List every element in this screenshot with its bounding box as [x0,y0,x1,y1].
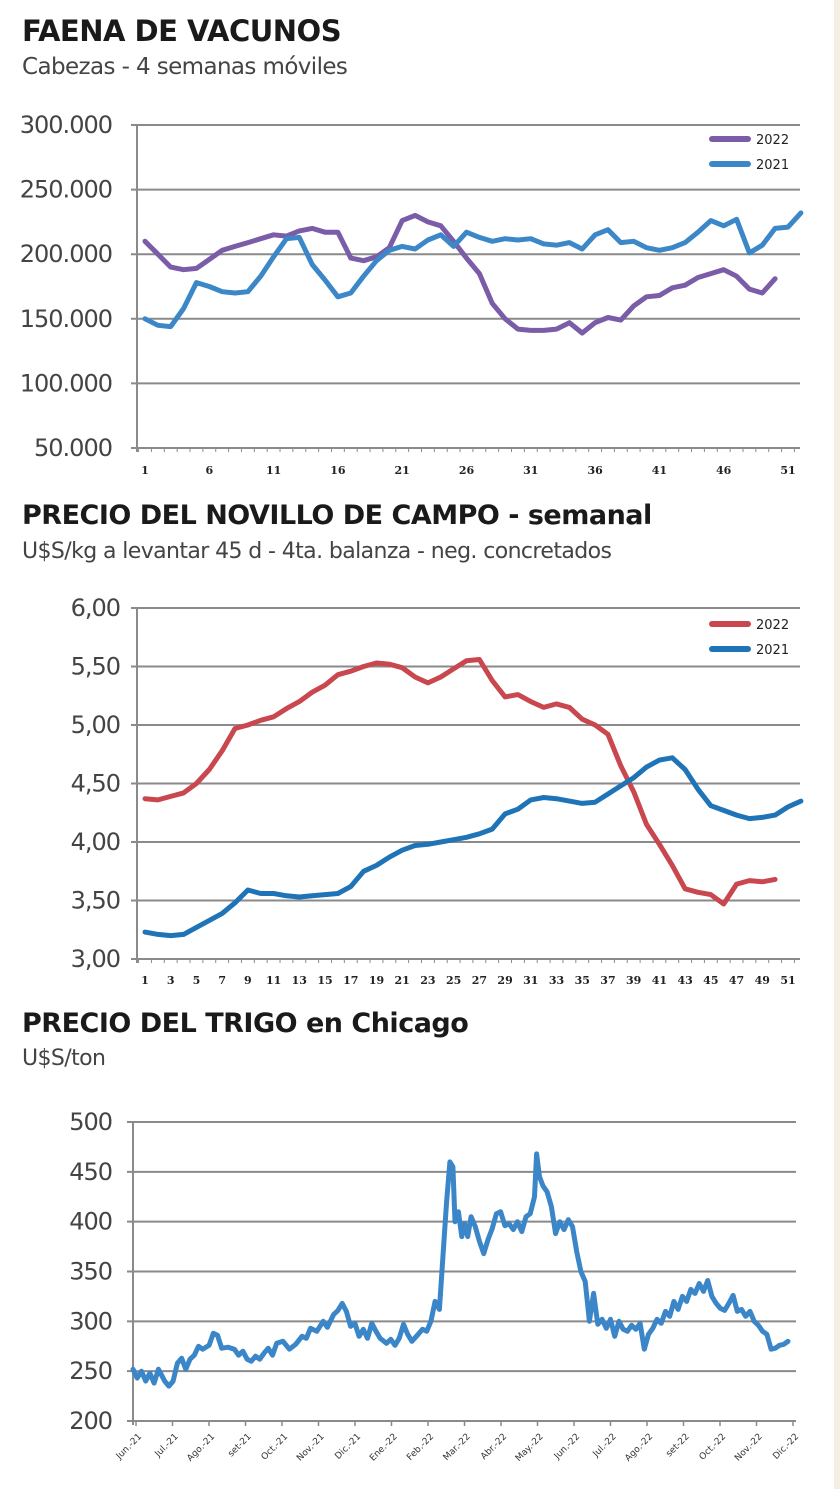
x-tick-label: 41 [652,464,667,477]
y-tick-label: 250.000 [20,176,112,204]
x-tick-label: Ago.-22 [623,1432,655,1464]
x-tick-label: Abr.-22 [479,1432,509,1462]
y-tick-label: 4,50 [71,770,120,798]
y-tick-label: 300.000 [20,111,112,139]
x-tick-label: 31 [523,974,538,987]
x-tick-label: 31 [523,464,538,477]
chart2-svg: 6,005,505,004,504,003,503,001 3 5 7 9 11 13 15 1… [71,594,804,987]
chart3-subtitle: U$S/ton [22,1046,106,1071]
y-tick-label: 350 [69,1258,112,1286]
y-tick-label: 400 [69,1208,112,1236]
y-tick-label: 100.000 [20,369,112,397]
x-tick-label: 1 [141,464,149,477]
legend-label-2022: 2022 [756,618,789,633]
x-tick-label: 13 [292,974,307,987]
series-line-2022 [142,657,778,907]
chart2-subtitle: U$S/kg a levantar 45 d - 4ta. balanza - … [22,539,612,564]
x-tick-label: 7 [218,974,226,987]
y-tick-label: 300 [69,1307,112,1335]
x-tick-label: Jun.-21 [114,1432,144,1462]
x-tick-label: 17 [343,974,358,987]
x-tick-label: 39 [626,974,641,987]
x-tick-label: 51 [780,464,795,477]
x-tick-label: 49 [755,974,770,987]
series-line-2021 [142,755,804,939]
x-tick-label: Jul.-21 [153,1432,181,1460]
series-line-trigo [130,1151,791,1389]
right-edge-strip [834,0,840,1489]
x-tick-label: 11 [266,974,281,987]
y-tick-label: 5,50 [71,653,120,681]
y-tick-label: 500 [69,1108,112,1136]
x-tick-label: 27 [472,974,487,987]
x-tick-label: 1 [141,974,149,987]
x-tick-label: 9 [244,974,252,987]
x-tick-label: set-22 [664,1432,691,1459]
y-tick-label: 450 [69,1158,112,1186]
x-tick-label: Dic.-21 [333,1432,363,1462]
x-tick-label: 5 [193,974,201,987]
chart3-title: PRECIO DEL TRIGO en Chicago [22,1008,469,1039]
x-tick-label: 25 [446,974,461,987]
chart1-subtitle: Cabezas - 4 semanas móviles [22,54,348,80]
x-tick-label: 3 [167,974,175,987]
x-tick-label: 37 [600,974,615,987]
series-line-2021 [142,210,804,330]
x-tick-label: Oct.-21 [260,1432,290,1462]
y-tick-label: 250 [69,1357,112,1385]
y-tick-label: 4,00 [71,828,120,856]
x-tick-label: 23 [420,974,435,987]
x-tick-label: 6 [205,464,213,477]
legend-label-2022: 2022 [756,133,789,148]
x-tick-label: 46 [716,464,732,477]
series-line-2022 [142,212,778,336]
x-tick-label: 36 [587,464,603,477]
x-tick-label: set-21 [226,1432,253,1459]
x-tick-label: 26 [459,464,475,477]
y-tick-label: 50.000 [34,434,112,462]
x-tick-label: Ene.-22 [368,1432,399,1463]
y-tick-label: 200.000 [20,240,112,268]
x-tick-label: 41 [652,974,667,987]
x-tick-label: 43 [677,974,692,987]
x-tick-label: Nov.-21 [295,1432,326,1463]
chart1-title: FAENA DE VACUNOS [22,14,342,48]
x-tick-label: Nov.-22 [733,1432,764,1463]
y-tick-label: 3,00 [71,945,120,973]
y-tick-label: 200 [69,1407,112,1435]
x-tick-label: Jul.-22 [591,1432,619,1460]
x-tick-label: 35 [575,974,590,987]
y-tick-label: 6,00 [71,594,120,622]
x-tick-label: 33 [549,974,564,987]
x-tick-label: 16 [330,464,346,477]
y-tick-label: 3,50 [71,887,120,915]
chart2-title: PRECIO DEL NOVILLO DE CAMPO - semanal [22,500,652,531]
x-tick-label: Feb.-22 [405,1432,436,1463]
x-tick-label: May.-22 [514,1432,546,1464]
x-tick-label: Mar.-22 [442,1432,473,1463]
x-tick-label: Ago.-21 [185,1432,217,1464]
chart1-svg: 300.000 250.000 200.000 150.000 100.000 50.00… [20,111,804,477]
x-tick-label: 45 [703,974,718,987]
x-tick-label: Oct.-22 [698,1432,728,1462]
x-tick-label: Jun.-22 [552,1432,582,1462]
x-tick-label: 47 [729,974,744,987]
x-tick-label: 21 [395,464,410,477]
y-tick-label: 5,00 [71,711,120,739]
x-tick-label: 29 [497,974,512,987]
legend-label-2021: 2021 [756,158,789,173]
x-tick-label: 21 [395,974,410,987]
legend-label-2021: 2021 [756,643,789,658]
x-tick-label: Dic.-22 [771,1432,801,1462]
x-tick-label: 11 [266,464,281,477]
x-tick-label: 51 [780,974,795,987]
y-tick-label: 150.000 [20,305,112,333]
x-tick-label: 19 [369,974,384,987]
x-tick-label: 15 [317,974,332,987]
